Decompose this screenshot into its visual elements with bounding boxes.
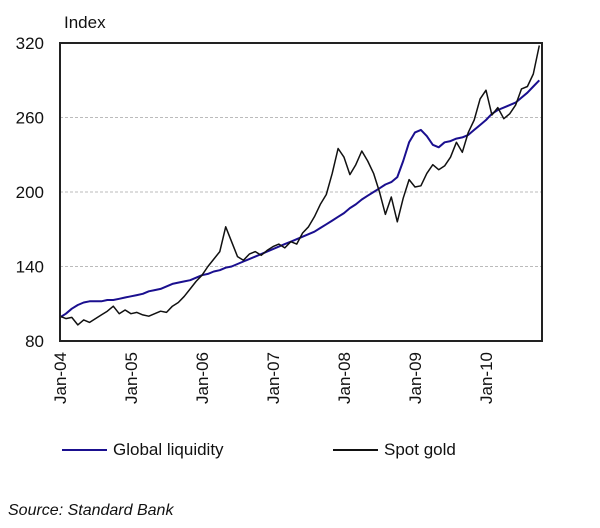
x-tick-label: Jan-07 bbox=[264, 352, 283, 404]
y-axis-label: Index bbox=[64, 13, 106, 32]
y-tick-label: 80 bbox=[25, 332, 44, 351]
legend-swatch-spot-gold bbox=[333, 449, 378, 451]
y-tick-labels: 80 140 200 260 320 bbox=[16, 34, 44, 351]
series-lines bbox=[59, 45, 541, 326]
legend-label-global-liquidity: Global liquidity bbox=[113, 440, 224, 459]
x-tick-labels: Jan-04 Jan-05 Jan-06 Jan-07 Jan-08 Jan-09 Jan-… bbox=[51, 352, 496, 404]
series-line-spot-gold bbox=[59, 45, 541, 326]
plot-frame bbox=[59, 42, 543, 342]
legend-swatch-global-liquidity bbox=[62, 449, 107, 451]
source-note: Source: Standard Bank bbox=[8, 502, 174, 519]
x-tick-label: Jan-10 bbox=[477, 352, 496, 404]
legend-item-spot-gold: Spot gold bbox=[333, 440, 456, 460]
series-line-global-liquidity bbox=[59, 79, 541, 319]
x-tick-label: Jan-09 bbox=[406, 352, 425, 404]
y-tick-label: 200 bbox=[16, 183, 44, 202]
x-tick-label: Jan-06 bbox=[193, 352, 212, 404]
x-tick-label: Jan-08 bbox=[335, 352, 354, 404]
gridlines bbox=[60, 117, 542, 267]
legend-item-global-liquidity: Global liquidity bbox=[62, 440, 224, 460]
x-tick-label: Jan-05 bbox=[122, 352, 141, 404]
y-tick-label: 320 bbox=[16, 34, 44, 53]
y-tick-label: 140 bbox=[16, 258, 44, 277]
y-tick-label: 260 bbox=[16, 109, 44, 128]
legend-label-spot-gold: Spot gold bbox=[384, 440, 456, 459]
x-tick-label: Jan-04 bbox=[51, 352, 70, 404]
